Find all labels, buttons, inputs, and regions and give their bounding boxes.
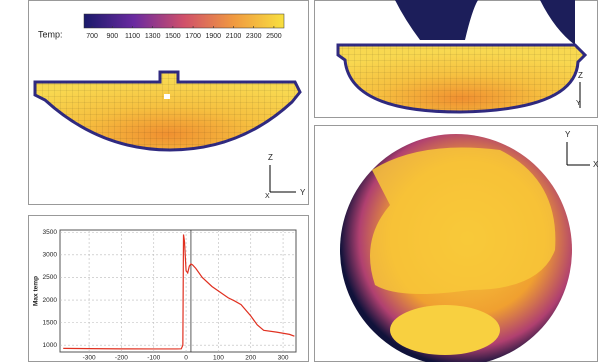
colorbar-tick-label: 2100 (226, 33, 242, 40)
triad-label: Z (578, 71, 583, 80)
hot-region (390, 305, 500, 355)
x-tick-label: -100 (147, 355, 160, 362)
y-axis-label: Max temp (33, 276, 40, 306)
triad-label: Z (268, 153, 273, 162)
x-tick-label: 0 (184, 355, 188, 362)
colorbar-tick-label: 2500 (266, 33, 282, 40)
x-tick-label: -200 (115, 355, 128, 362)
colorbar-tick-label: 1300 (145, 33, 161, 40)
x-tick-label: -300 (83, 355, 96, 362)
x-tick-label: 100 (213, 355, 224, 362)
colorbar-tick-label: 2300 (246, 33, 262, 40)
mesh (35, 72, 300, 150)
colorbar-tick-label: 1700 (185, 33, 201, 40)
colorbar-tick-label: 1900 (206, 33, 222, 40)
y-tick-label: 2500 (43, 274, 58, 281)
hot-region (370, 147, 556, 294)
y-tick-label: 3500 (43, 229, 58, 236)
colorbar (83, 13, 285, 29)
plot-area (59, 229, 297, 353)
x-tick-label: 200 (245, 355, 256, 362)
x-tick-label: 300 (278, 355, 289, 362)
triad (269, 165, 296, 193)
colorbar-tick-label: 1500 (165, 33, 181, 40)
triad (566, 142, 590, 166)
mesh (338, 45, 585, 112)
y-tick-label: 2000 (43, 297, 58, 304)
colorbar-tick-label: 1100 (125, 33, 140, 40)
triad-label: X (593, 160, 598, 169)
y-tick-label: 3000 (43, 252, 58, 259)
series-line (63, 234, 295, 350)
colorbar-tick-label: 900 (106, 33, 118, 40)
triad-label: Y (565, 130, 571, 139)
y-tick-label: 1000 (43, 342, 58, 349)
valve-view (352, 0, 575, 45)
y-tick-label: 1500 (43, 319, 58, 326)
triad-label: Y (576, 100, 581, 107)
colorbar-tick-label: 700 (86, 33, 98, 40)
colorbar-label: Temp: (38, 29, 63, 39)
triad-label: X (265, 193, 270, 200)
probe (164, 94, 170, 99)
triad-label: Y (300, 188, 306, 197)
